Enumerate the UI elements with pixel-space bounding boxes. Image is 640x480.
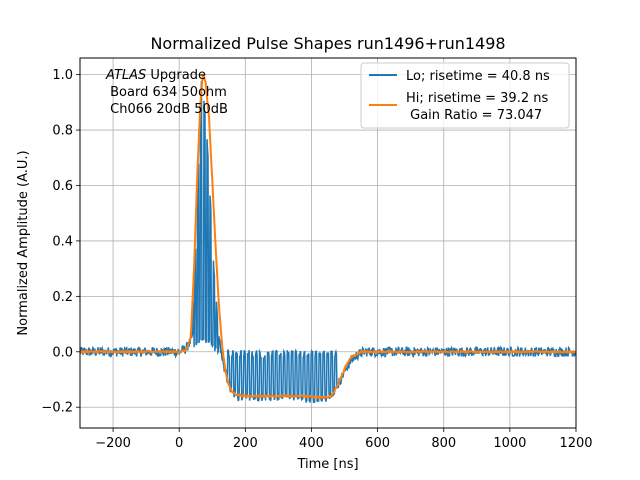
legend: Lo; risetime = 40.8 ns Hi; risetime = 39… <box>360 62 570 129</box>
series-layer <box>80 73 576 404</box>
x-tick-label: 200 <box>233 436 258 451</box>
y-axis-label: Normalized Amplitude (A.U.) <box>16 150 31 335</box>
x-tick-label: 1000 <box>493 436 526 451</box>
annotation-upgrade: Upgrade <box>146 68 206 83</box>
y-tick-label: 0.6 <box>52 179 73 194</box>
legend-box <box>360 62 570 129</box>
x-axis-label: Time [ns] <box>296 457 358 472</box>
tick-layer: −200 0 200 400 600 800 1000 1200 −0.2 0.0 0.2 0.4 0.… <box>41 68 592 451</box>
x-tick-label: 0 <box>175 436 183 451</box>
x-tick-label: −200 <box>95 436 131 451</box>
x-tick-label: 400 <box>299 436 324 451</box>
y-tick-label: 0.4 <box>52 234 73 249</box>
x-tick-label: 600 <box>365 436 390 451</box>
annotation-line-1: ATLAS Upgrade <box>105 68 206 83</box>
y-tick-label: −0.2 <box>41 401 73 416</box>
legend-label-hi: Hi; risetime = 39.2 ns <box>406 91 548 106</box>
series-line-hi <box>80 73 576 400</box>
axes-frame <box>79 57 577 429</box>
atlas-annotation: ATLAS Upgrade Board 634 50ohm Ch066 20dB… <box>105 68 228 117</box>
chart-title: Normalized Pulse Shapes run1496+run1498 <box>150 34 505 53</box>
legend-label-lo: Lo; risetime = 40.8 ns <box>406 69 550 84</box>
annotation-atlas: ATLAS <box>105 68 146 83</box>
annotation-line-2: Board 634 50ohm <box>106 85 227 100</box>
plot-area <box>80 73 576 404</box>
legend-label-hi-gain: Gain Ratio = 73.047 <box>406 108 542 123</box>
y-tick-label: 0.0 <box>52 345 73 360</box>
annotation-line-3: Ch066 20dB 50dB <box>106 102 228 117</box>
y-tick-label: 0.8 <box>52 124 73 139</box>
x-tick-label: 1200 <box>559 436 592 451</box>
x-tick-label: 800 <box>431 436 456 451</box>
y-tick-label: 1.0 <box>52 68 73 83</box>
y-tick-label: 0.2 <box>52 290 73 305</box>
